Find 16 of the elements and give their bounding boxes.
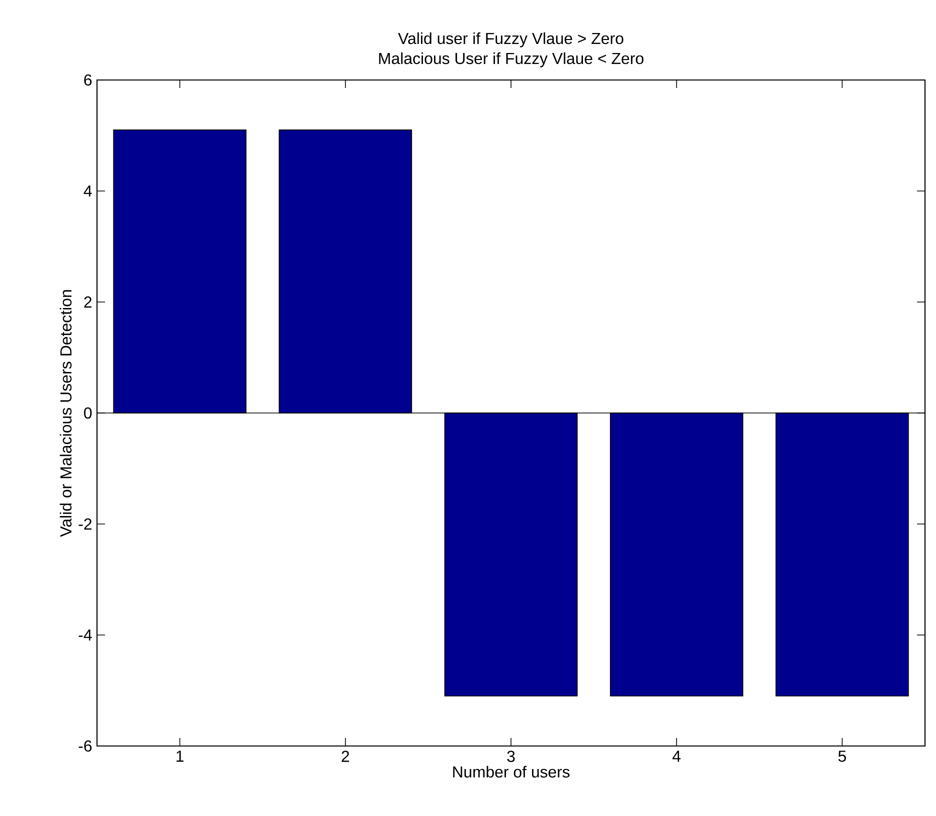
x-tick-label: 2: [342, 750, 350, 762]
y-tick-label: 6: [84, 74, 92, 86]
y-tick-label: 4: [84, 185, 92, 196]
x-tick-label: 5: [838, 750, 846, 762]
y-tick-label: -6: [78, 740, 92, 752]
chart-subtitle: Malacious User if Fuzzy Vlaue < Zero: [379, 52, 644, 68]
y-tick-label: -4: [78, 629, 92, 640]
y-tick-label: 2: [84, 296, 92, 308]
x-axis-title: Number of users: [453, 766, 570, 778]
y-axis-title: Valid or Malacious Users Detection: [60, 290, 72, 537]
x-tick-label: 3: [507, 750, 515, 762]
y-tick-label: -2: [78, 518, 92, 530]
chart-title: Valid user if Fuzzy Vlaue > Zero: [398, 32, 624, 48]
x-tick-label: 1: [176, 750, 184, 762]
y-tick-label: 0: [84, 407, 92, 419]
x-tick-label: 4: [672, 750, 681, 762]
